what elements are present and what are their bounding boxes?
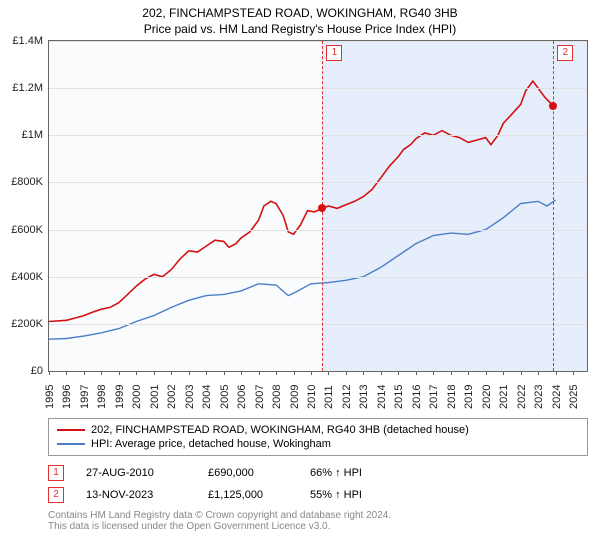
x-tick-label: 2022: [516, 385, 528, 409]
y-tick-label: £0: [31, 365, 43, 377]
x-tick-label: 2014: [376, 385, 388, 409]
x-tick-label: 2005: [219, 385, 231, 409]
event-row: 1 27-AUG-2010 £690,000 66% ↑ HPI: [48, 462, 588, 484]
legend-item-hpi: HPI: Average price, detached house, Woki…: [57, 437, 579, 451]
x-tick-label: 1999: [114, 385, 126, 409]
event-date: 13-NOV-2023: [86, 489, 186, 501]
x-tick-label: 2016: [411, 385, 423, 409]
y-tick-label: £400K: [11, 271, 43, 283]
x-tick-label: 1996: [61, 385, 73, 409]
price-chart: £0£200K£400K£600K£800K£1M£1.2M£1.4M19951…: [48, 40, 588, 372]
x-tick-label: 2024: [551, 385, 563, 409]
footer-line2: This data is licensed under the Open Gov…: [48, 521, 588, 532]
x-tick-label: 2020: [481, 385, 493, 409]
legend-label-price: 202, FINCHAMPSTEAD ROAD, WOKINGHAM, RG40…: [91, 424, 469, 436]
y-tick-label: £600K: [11, 224, 43, 236]
event-num: 2: [48, 487, 64, 503]
x-tick-label: 2018: [446, 385, 458, 409]
x-tick-label: 2001: [149, 385, 161, 409]
event-row: 2 13-NOV-2023 £1,125,000 55% ↑ HPI: [48, 484, 588, 506]
event-date: 27-AUG-2010: [86, 467, 186, 479]
y-tick-label: £1.2M: [12, 82, 43, 94]
event-price: £690,000: [208, 467, 288, 479]
x-tick-label: 2004: [201, 385, 213, 409]
x-tick-label: 2008: [271, 385, 283, 409]
x-tick-label: 2012: [341, 385, 353, 409]
x-tick-label: 2025: [568, 385, 580, 409]
legend-label-hpi: HPI: Average price, detached house, Woki…: [91, 438, 331, 450]
x-tick-label: 2006: [236, 385, 248, 409]
x-tick-label: 2000: [131, 385, 143, 409]
x-tick-label: 2002: [166, 385, 178, 409]
x-tick-label: 1998: [96, 385, 108, 409]
x-tick-label: 2017: [428, 385, 440, 409]
page-subtitle: Price paid vs. HM Land Registry's House …: [0, 20, 600, 40]
x-tick-label: 1995: [44, 385, 56, 409]
legend-swatch-hpi: [57, 443, 85, 445]
event-price: £1,125,000: [208, 489, 288, 501]
x-tick-label: 2021: [498, 385, 510, 409]
event-num: 1: [48, 465, 64, 481]
chart-legend: 202, FINCHAMPSTEAD ROAD, WOKINGHAM, RG40…: [48, 418, 588, 456]
x-tick-label: 2010: [306, 385, 318, 409]
event-pct: 66% ↑ HPI: [310, 467, 410, 479]
x-tick-label: 2007: [254, 385, 266, 409]
x-tick-label: 2015: [393, 385, 405, 409]
event-marker: 2: [557, 45, 573, 61]
y-tick-label: £1M: [22, 129, 43, 141]
x-tick-label: 1997: [79, 385, 91, 409]
legend-item-price: 202, FINCHAMPSTEAD ROAD, WOKINGHAM, RG40…: [57, 423, 579, 437]
y-tick-label: £1.4M: [12, 35, 43, 47]
events-table: 1 27-AUG-2010 £690,000 66% ↑ HPI 2 13-NOV-202…: [48, 462, 588, 506]
event-marker: 1: [326, 45, 342, 61]
x-tick-label: 2011: [323, 385, 335, 409]
x-tick-label: 2019: [463, 385, 475, 409]
x-tick-label: 2023: [533, 385, 545, 409]
x-tick-label: 2013: [358, 385, 370, 409]
page-title: 202, FINCHAMPSTEAD ROAD, WOKINGHAM, RG40…: [0, 0, 600, 20]
y-tick-label: £800K: [11, 176, 43, 188]
legend-swatch-price: [57, 429, 85, 431]
event-pct: 55% ↑ HPI: [310, 489, 410, 501]
x-tick-label: 2003: [184, 385, 196, 409]
footer-line1: Contains HM Land Registry data © Crown c…: [48, 510, 588, 521]
y-tick-label: £200K: [11, 318, 43, 330]
x-tick-label: 2009: [289, 385, 301, 409]
chart-footer: Contains HM Land Registry data © Crown c…: [48, 510, 588, 532]
